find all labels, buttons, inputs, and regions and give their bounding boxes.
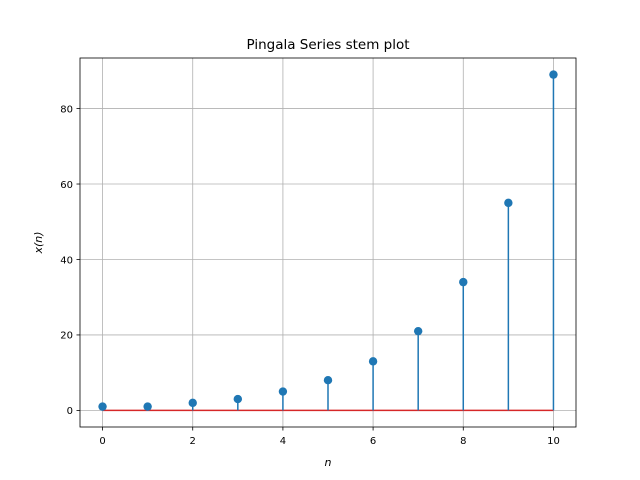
stem-marker	[98, 402, 107, 411]
y-axis-ticks: 0 20 40 60 80	[60, 104, 80, 417]
stem-marker	[413, 326, 423, 336]
stem-marker	[459, 277, 468, 287]
y-tick-label: 20	[60, 331, 73, 342]
y-tick-label: 40	[60, 255, 73, 266]
markers	[98, 70, 558, 411]
x-tick-label: 0	[99, 436, 105, 447]
x-tick-label: 4	[280, 436, 286, 447]
y-tick-label: 0	[67, 406, 73, 417]
y-axis-label: x(n)	[32, 231, 45, 254]
stem-marker	[233, 394, 243, 404]
stem-marker	[278, 387, 288, 396]
x-axis-label: n	[325, 456, 332, 469]
x-tick-label: 2	[190, 436, 196, 447]
x-tick-label: 6	[370, 436, 376, 447]
x-tick-label: 8	[460, 436, 466, 447]
stem-marker	[323, 376, 333, 385]
stem-marker	[368, 357, 378, 366]
stem-marker	[504, 198, 513, 208]
stem-marker	[188, 398, 197, 408]
y-tick-label: 80	[60, 104, 73, 115]
plot-frame	[79, 57, 577, 428]
stem-marker	[143, 402, 152, 411]
y-tick-label: 60	[60, 180, 73, 191]
stem-marker	[549, 70, 558, 79]
x-tick-label: 10	[547, 436, 560, 447]
x-axis-ticks: 0 2 4 6 8 10	[99, 427, 560, 447]
chart-title: Pingala Series stem plot	[246, 37, 409, 53]
